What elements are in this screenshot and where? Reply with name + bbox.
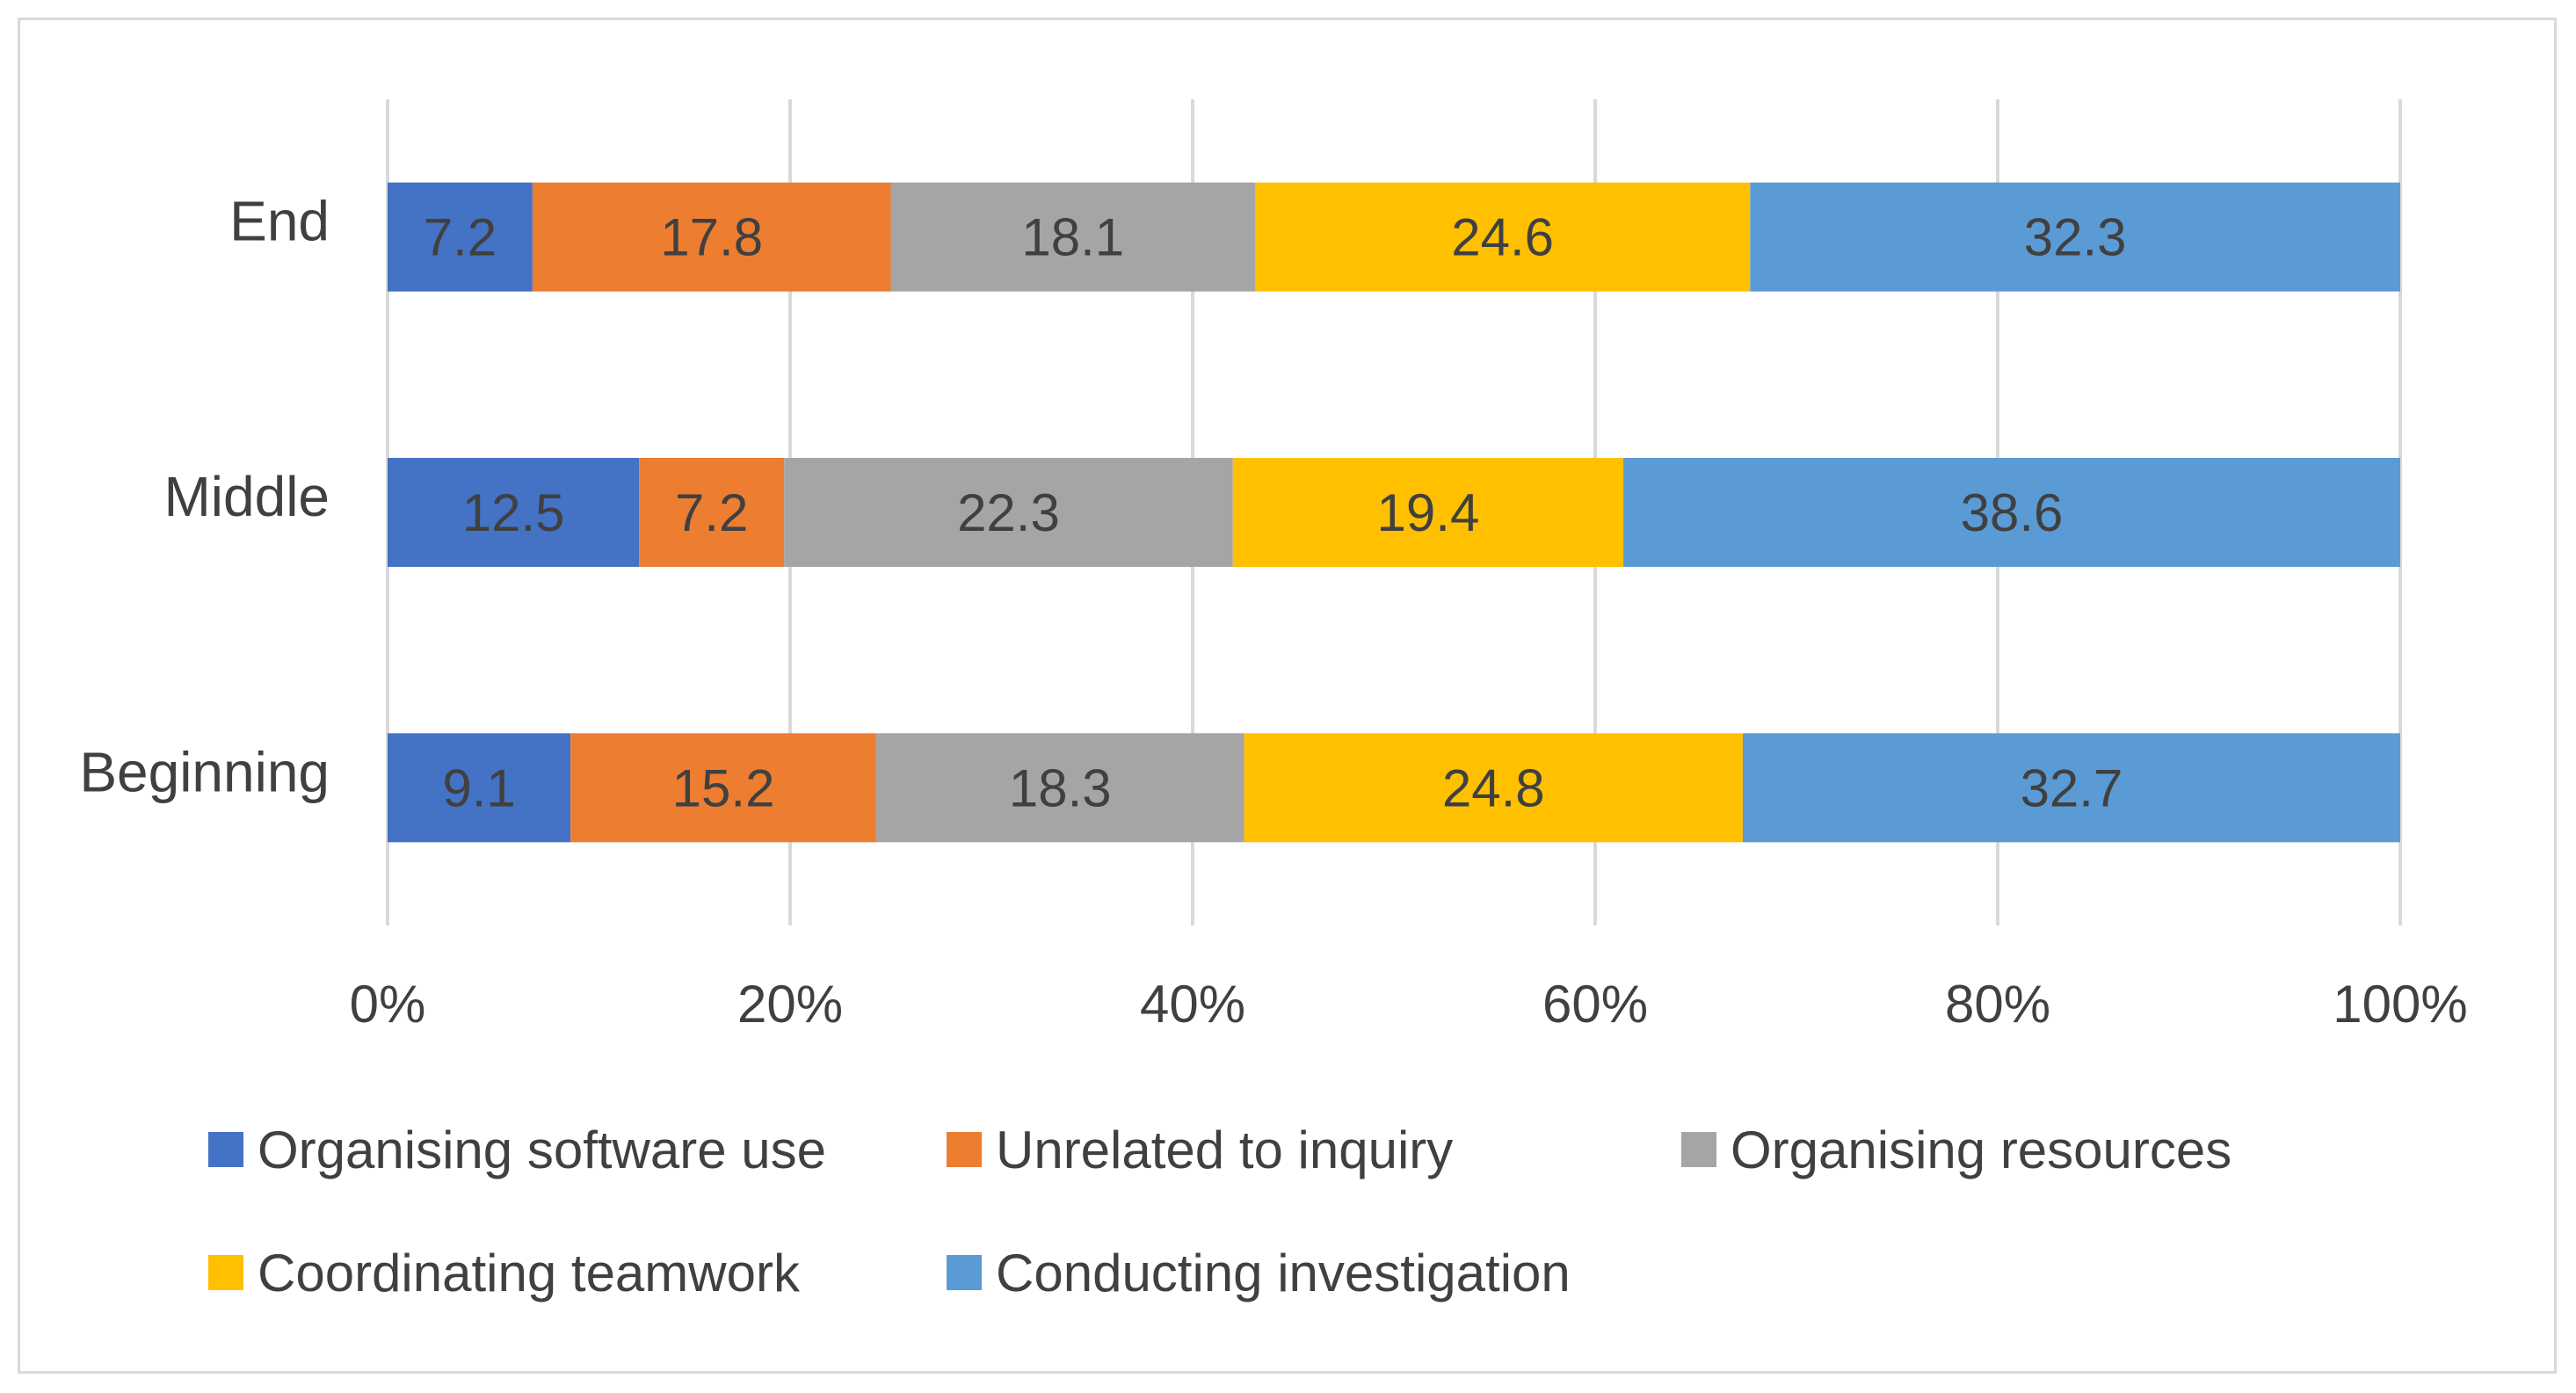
category-labels: End Middle Beginning xyxy=(79,190,330,804)
legend-label: Conducting investigation xyxy=(996,1244,1571,1302)
legend-swatch xyxy=(947,1132,982,1167)
x-tick-label: 80% xyxy=(1945,975,2050,1034)
data-label: 32.3 xyxy=(2024,208,2127,267)
data-label: 24.6 xyxy=(1451,208,1554,267)
bar-segment xyxy=(1623,458,2400,567)
x-tick-label: 100% xyxy=(2333,975,2467,1034)
stacked-bar-chart: 7.2 17.8 18.1 24.6 32.3 12.5 7.2 22.3 19.4 38.6 9.… xyxy=(79,99,2468,1302)
data-label: 17.8 xyxy=(660,208,763,267)
data-label: 19.4 xyxy=(1377,483,1480,542)
legend-swatch xyxy=(1681,1132,1716,1167)
legend-label: Coordinating teamwork xyxy=(258,1244,801,1302)
data-label: 24.8 xyxy=(1442,758,1545,817)
x-tick-label: 0% xyxy=(350,975,426,1034)
bars: 7.2 17.8 18.1 24.6 32.3 12.5 7.2 22.3 19.4 38.6 9.… xyxy=(388,182,2400,843)
x-tick-label: 20% xyxy=(737,975,843,1034)
data-label: 22.3 xyxy=(957,483,1060,542)
legend-label: Organising resources xyxy=(1731,1121,2231,1179)
bar-segment xyxy=(784,458,1233,567)
bar-segment xyxy=(388,182,533,292)
category-label: Beginning xyxy=(79,740,330,803)
legend: Organising software use Unrelated to inqu… xyxy=(208,1121,2231,1302)
x-tick-label: 60% xyxy=(1542,975,1648,1034)
data-label: 18.3 xyxy=(1009,758,1112,817)
category-label: Middle xyxy=(163,465,330,528)
bar-segment xyxy=(890,182,1255,292)
data-label: 38.6 xyxy=(1961,483,2064,542)
data-label: 18.1 xyxy=(1021,208,1124,267)
legend-swatch xyxy=(947,1255,982,1290)
bar-segment xyxy=(388,733,571,843)
bar-segment xyxy=(532,182,891,292)
data-label: 7.2 xyxy=(424,208,497,267)
legend-label: Organising software use xyxy=(258,1121,826,1179)
bar-segment xyxy=(639,458,785,567)
legend-swatch xyxy=(208,1255,243,1290)
data-label: 12.5 xyxy=(462,483,565,542)
legend-label: Unrelated to inquiry xyxy=(996,1121,1453,1179)
bar-segment xyxy=(1750,182,2400,292)
bar-segment xyxy=(875,733,1244,843)
data-label: 32.7 xyxy=(2021,758,2123,817)
data-label: 15.2 xyxy=(672,758,775,817)
data-label: 9.1 xyxy=(442,758,515,817)
bar-segment xyxy=(1244,733,1743,843)
category-label: End xyxy=(229,190,330,253)
x-tick-label: 40% xyxy=(1140,975,1245,1034)
chart-frame: 7.2 17.8 18.1 24.6 32.3 12.5 7.2 22.3 19.4 38.6 9.… xyxy=(18,18,2557,1374)
bar-segment xyxy=(388,458,640,567)
bar-segment xyxy=(570,733,876,843)
data-label: 7.2 xyxy=(675,483,748,542)
legend-swatch xyxy=(208,1132,243,1167)
bar-segment xyxy=(1742,733,2400,843)
x-tick-labels: 0% 20% 40% 60% 80% 100% xyxy=(350,975,2468,1034)
bar-segment xyxy=(1232,458,1624,567)
bar-segment xyxy=(1254,182,1751,292)
